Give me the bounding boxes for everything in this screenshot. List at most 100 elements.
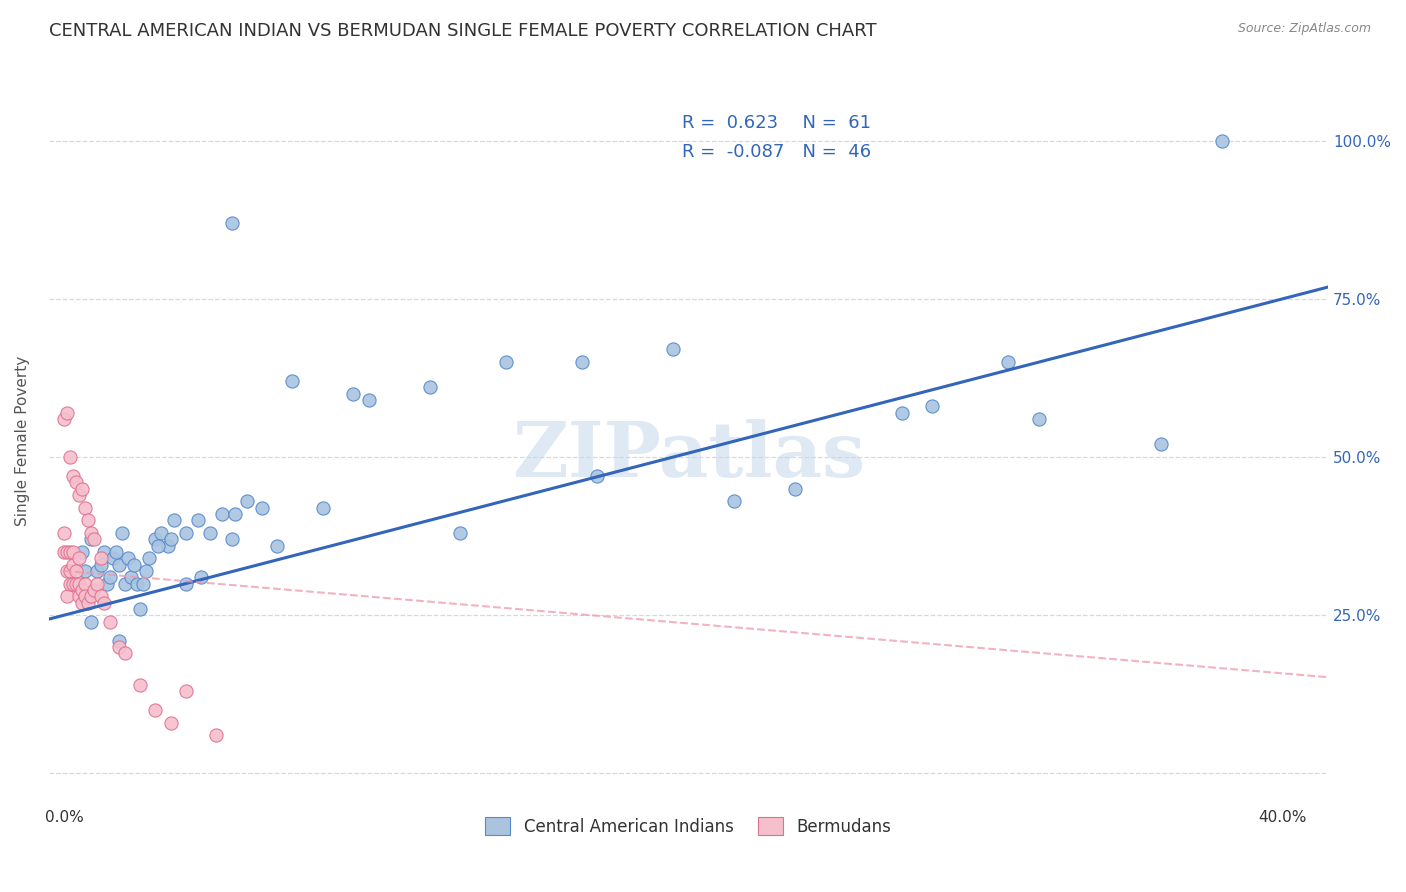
- Point: [98, 615, 121, 629]
- Point: [90, 558, 112, 572]
- Point: [53, 545, 76, 559]
- Point: [72, 482, 94, 496]
- Point: [156, 539, 179, 553]
- Point: [148, 539, 170, 553]
- Point: [127, 576, 149, 591]
- Point: [495, 355, 517, 369]
- Point: [83, 582, 105, 597]
- Point: [174, 525, 197, 540]
- Point: [93, 596, 115, 610]
- Point: [723, 494, 745, 508]
- Point: [53, 525, 76, 540]
- Point: [1211, 134, 1233, 148]
- Point: [114, 646, 136, 660]
- Point: [135, 564, 157, 578]
- Point: [72, 545, 94, 559]
- Point: [59, 564, 82, 578]
- Point: [187, 513, 209, 527]
- Point: [62, 576, 84, 591]
- Point: [67, 488, 90, 502]
- Point: [59, 576, 82, 591]
- Point: [65, 475, 87, 490]
- Point: [163, 513, 186, 527]
- Point: [224, 507, 246, 521]
- Point: [108, 558, 131, 572]
- Point: [72, 582, 94, 597]
- Point: [198, 525, 221, 540]
- Point: [108, 640, 131, 654]
- Point: [145, 533, 167, 547]
- Point: [77, 589, 100, 603]
- Point: [86, 564, 108, 578]
- Text: Source: ZipAtlas.com: Source: ZipAtlas.com: [1237, 22, 1371, 36]
- Point: [145, 703, 167, 717]
- Point: [114, 576, 136, 591]
- Point: [449, 525, 471, 540]
- Point: [129, 678, 152, 692]
- Point: [59, 450, 82, 464]
- Point: [90, 589, 112, 603]
- Point: [62, 558, 84, 572]
- Point: [56, 545, 79, 559]
- Point: [1149, 437, 1171, 451]
- Point: [418, 380, 440, 394]
- Point: [65, 564, 87, 578]
- Text: R =  0.623: R = 0.623: [682, 114, 778, 132]
- Point: [111, 525, 134, 540]
- Point: [53, 412, 76, 426]
- Point: [101, 551, 124, 566]
- Point: [159, 533, 181, 547]
- Point: [138, 551, 160, 566]
- Point: [342, 386, 364, 401]
- Point: [67, 589, 90, 603]
- Point: [129, 602, 152, 616]
- Point: [357, 393, 380, 408]
- Point: [67, 576, 90, 591]
- Point: [67, 551, 90, 566]
- Point: [890, 406, 912, 420]
- Point: [997, 355, 1019, 369]
- Point: [159, 715, 181, 730]
- Point: [221, 216, 243, 230]
- Point: [96, 576, 118, 591]
- Point: [62, 469, 84, 483]
- Point: [90, 551, 112, 566]
- Text: N =  46: N = 46: [790, 143, 870, 161]
- Point: [235, 494, 257, 508]
- Point: [77, 513, 100, 527]
- Point: [56, 406, 79, 420]
- Point: [75, 589, 97, 603]
- Point: [120, 570, 142, 584]
- Point: [921, 400, 943, 414]
- Point: [211, 507, 233, 521]
- Point: [1028, 412, 1050, 426]
- Point: [80, 533, 103, 547]
- Point: [72, 596, 94, 610]
- Text: ZIPatlas: ZIPatlas: [512, 418, 865, 492]
- Point: [117, 551, 139, 566]
- Point: [150, 525, 173, 540]
- Point: [65, 576, 87, 591]
- Point: [98, 570, 121, 584]
- Point: [80, 615, 103, 629]
- Point: [174, 684, 197, 698]
- Point: [62, 545, 84, 559]
- Point: [86, 576, 108, 591]
- Point: [59, 545, 82, 559]
- Point: [586, 469, 609, 483]
- Point: [266, 539, 288, 553]
- Point: [80, 589, 103, 603]
- Point: [108, 633, 131, 648]
- Point: [571, 355, 593, 369]
- Point: [80, 525, 103, 540]
- Point: [132, 576, 155, 591]
- Point: [104, 545, 127, 559]
- Point: [62, 576, 84, 591]
- Point: [93, 545, 115, 559]
- Point: [83, 533, 105, 547]
- Point: [312, 500, 335, 515]
- Y-axis label: Single Female Poverty: Single Female Poverty: [15, 356, 30, 526]
- Text: CENTRAL AMERICAN INDIAN VS BERMUDAN SINGLE FEMALE POVERTY CORRELATION CHART: CENTRAL AMERICAN INDIAN VS BERMUDAN SING…: [49, 22, 877, 40]
- Text: N =  61: N = 61: [790, 114, 870, 132]
- Point: [75, 564, 97, 578]
